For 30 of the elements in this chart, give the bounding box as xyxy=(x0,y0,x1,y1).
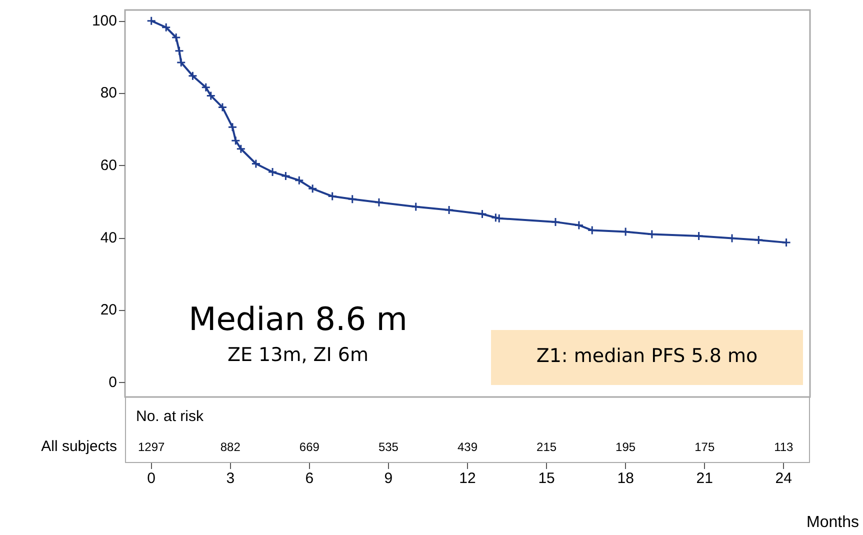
text: 882 xyxy=(220,440,240,454)
y-tick-label: 100 xyxy=(92,12,117,30)
text: 535 xyxy=(378,440,398,454)
text: 195 xyxy=(616,440,636,454)
x-tick-label: 0 xyxy=(147,470,156,487)
text: All subjects xyxy=(41,438,117,455)
x-tick-label: 6 xyxy=(305,470,314,487)
x-tick-label: 21 xyxy=(696,470,713,487)
y-tick-label: 60 xyxy=(100,157,117,174)
y-tick-label: 20 xyxy=(100,302,117,319)
text: 215 xyxy=(536,440,557,454)
text: 175 xyxy=(694,440,715,454)
x-tick-label: 3 xyxy=(226,470,235,487)
text: 669 xyxy=(299,440,320,454)
text: No. at risk xyxy=(136,408,204,425)
y-tick-label: 80 xyxy=(100,84,117,102)
x-tick-label: 24 xyxy=(775,470,792,487)
x-axis-title: Months xyxy=(806,514,859,532)
x-tick-label: 18 xyxy=(617,470,634,487)
text: 113 xyxy=(774,440,794,454)
annotation: Median 8.6 m xyxy=(188,300,408,338)
y-tick-label: 40 xyxy=(100,229,117,246)
x-tick-label: 15 xyxy=(538,470,555,487)
x-tick-label: 9 xyxy=(384,470,393,487)
text: 1297 xyxy=(138,440,165,454)
annotation: Z1: median PFS 5.8 mo xyxy=(536,345,758,367)
annotation: ZE 13m, ZI 6m xyxy=(227,344,369,366)
y-tick-label: 0 xyxy=(108,374,117,392)
text: 439 xyxy=(457,440,478,454)
x-tick-label: 12 xyxy=(459,470,476,487)
